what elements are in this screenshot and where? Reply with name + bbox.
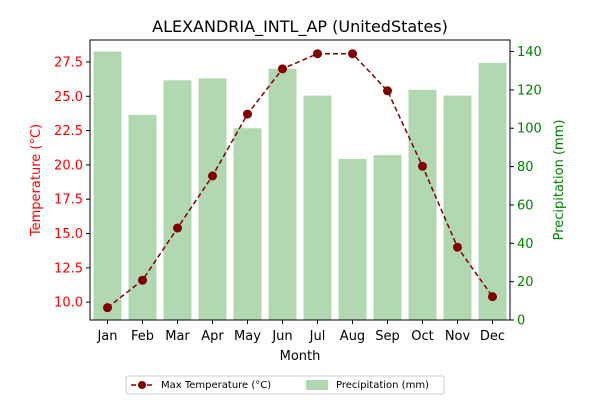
temperature-point-apr bbox=[208, 171, 217, 180]
right-tick-label: 40 bbox=[517, 237, 534, 252]
x-axis-label: Month bbox=[280, 349, 321, 364]
x-axis: Jan Feb Mar Apr May Jun Jul Aug Sep Oct Nov Dec bbox=[96, 320, 505, 344]
left-tick-label: 10.0 bbox=[54, 296, 83, 311]
x-tick-label: Jul bbox=[309, 329, 326, 344]
x-tick-label: Feb bbox=[131, 329, 154, 344]
x-tick-label: Dec bbox=[480, 329, 505, 344]
right-tick-label: 120 bbox=[517, 83, 542, 98]
x-tick-label: Oct bbox=[411, 329, 433, 344]
x-tick-label: Sep bbox=[375, 329, 400, 344]
precipitation-bar-jul bbox=[304, 96, 332, 320]
right-axis-label: Precipitation (mm) bbox=[552, 120, 567, 241]
x-tick-label: Aug bbox=[340, 329, 365, 344]
x-tick-label: May bbox=[234, 329, 261, 344]
x-tick-label: Nov bbox=[445, 329, 471, 344]
x-tick-label: Jan bbox=[96, 329, 117, 344]
right-tick-label: 60 bbox=[517, 198, 534, 213]
temperature-point-jul bbox=[313, 49, 322, 58]
precipitation-bar-feb bbox=[129, 115, 157, 320]
temperature-point-nov bbox=[453, 243, 462, 252]
precipitation-bar-may bbox=[234, 128, 262, 320]
temperature-point-jan bbox=[103, 303, 112, 312]
precipitation-bars bbox=[94, 52, 507, 320]
left-tick-label: 27.5 bbox=[54, 55, 83, 70]
precipitation-bar-mar bbox=[164, 80, 192, 320]
precipitation-bar-nov bbox=[444, 96, 472, 320]
precipitation-bar-dec bbox=[479, 63, 507, 320]
left-tick-label: 22.5 bbox=[54, 124, 83, 139]
left-tick-label: 12.5 bbox=[54, 261, 83, 276]
legend-entry-temperature: Max Temperature (°C) bbox=[161, 380, 271, 391]
left-tick-label: 15.0 bbox=[54, 227, 83, 242]
precipitation-bar-apr bbox=[199, 78, 227, 320]
right-axis: 0 20 40 60 80 100 120 140 bbox=[510, 45, 542, 328]
left-axis: 10.0 12.5 15.0 17.5 20.0 22.5 25.0 27.5 bbox=[54, 55, 90, 310]
temperature-point-may bbox=[243, 110, 252, 119]
x-tick-label: Apr bbox=[201, 329, 224, 344]
legend-bar-swatch bbox=[306, 380, 328, 390]
temperature-point-oct bbox=[418, 162, 427, 171]
right-tick-label: 140 bbox=[517, 45, 542, 60]
precipitation-bar-oct bbox=[409, 90, 437, 320]
right-tick-label: 80 bbox=[517, 160, 534, 175]
precipitation-bar-jun bbox=[269, 69, 297, 320]
temperature-point-sep bbox=[383, 86, 392, 95]
temperature-point-dec bbox=[488, 292, 497, 301]
precipitation-bar-jan bbox=[94, 52, 122, 320]
left-axis-label: Temperature (°C) bbox=[29, 124, 44, 237]
precipitation-bar-sep bbox=[374, 155, 402, 320]
legend-entry-precipitation: Precipitation (mm) bbox=[336, 380, 429, 391]
x-tick-label: Mar bbox=[165, 329, 190, 344]
precipitation-bar-aug bbox=[339, 159, 367, 320]
temperature-point-mar bbox=[173, 224, 182, 233]
right-tick-label: 0 bbox=[517, 314, 525, 329]
legend: Max Temperature (°C) Precipitation (mm) bbox=[126, 376, 444, 394]
right-tick-label: 20 bbox=[517, 275, 534, 290]
temperature-line bbox=[103, 49, 497, 312]
left-tick-label: 17.5 bbox=[54, 193, 83, 208]
chart-title: ALEXANDRIA_INTL_AP (UnitedStates) bbox=[152, 17, 448, 37]
left-tick-label: 20.0 bbox=[54, 158, 83, 173]
legend-line-marker bbox=[138, 381, 146, 389]
temperature-point-jun bbox=[278, 64, 287, 73]
temperature-point-feb bbox=[138, 276, 147, 285]
temperature-point-aug bbox=[348, 49, 357, 58]
left-tick-label: 25.0 bbox=[54, 90, 83, 105]
right-tick-label: 100 bbox=[517, 122, 542, 137]
x-tick-label: Jun bbox=[271, 329, 292, 344]
